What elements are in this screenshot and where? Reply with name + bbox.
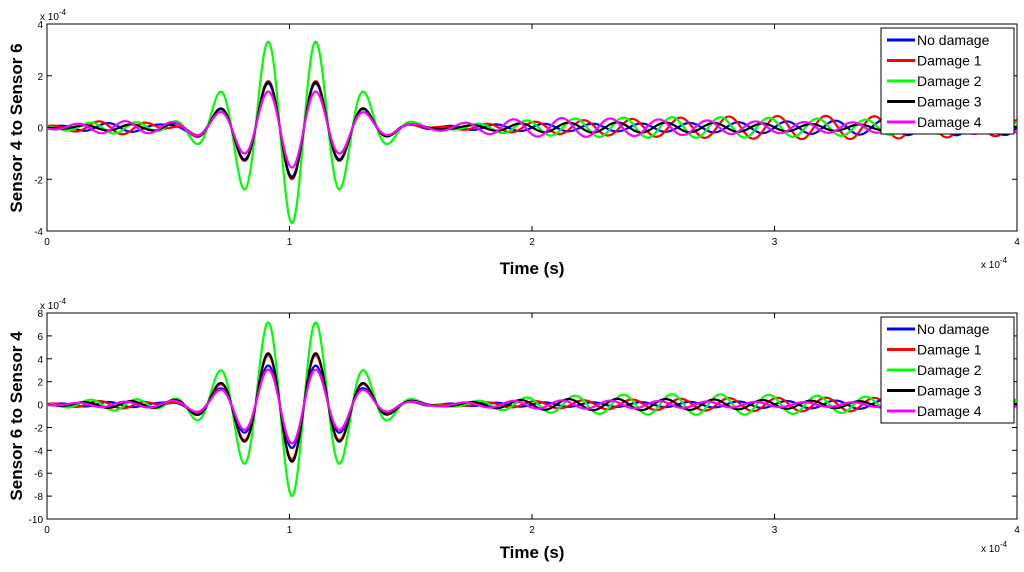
- y-tick-label: 6: [37, 332, 43, 343]
- y-multiplier-exponent: -4: [59, 8, 67, 17]
- y-tick-label: 2: [37, 72, 43, 83]
- legend-entry-label: Damage 1: [917, 53, 982, 69]
- x-multiplier-base: x 10: [981, 544, 1000, 555]
- legend-entry-label: Damage 2: [917, 362, 982, 378]
- x-tick-label: 4: [1014, 525, 1020, 536]
- x-tick-label: 0: [44, 525, 50, 536]
- y-tick-label: 0: [37, 124, 43, 135]
- y-tick-label: 4: [37, 355, 43, 366]
- legend-entry-label: No damage: [917, 321, 990, 337]
- y-multiplier-base: x 10: [40, 301, 59, 312]
- y-tick-label: -6: [34, 469, 43, 480]
- x-tick-label: 2: [529, 237, 535, 248]
- legend: No damage Damage 1 Damage 2 Damage 3 Damage …: [880, 316, 1015, 424]
- y-multiplier-exponent: -4: [59, 297, 67, 306]
- x-multiplier-exponent: -4: [1000, 256, 1008, 265]
- legend-entry-label: No damage: [917, 32, 990, 48]
- x-tick-label: 3: [772, 237, 778, 248]
- x-axis-label: Time (s): [500, 259, 565, 278]
- y-axis-label: Sensor 6 to Sensor 4: [7, 331, 26, 501]
- y-tick-label: 4: [37, 20, 43, 31]
- x-tick-label: 1: [287, 525, 293, 536]
- y-tick-label: 8: [37, 309, 43, 320]
- series-line-damage-4: [47, 368, 1017, 445]
- x-multiplier: x 10-4: [981, 256, 1008, 271]
- legend: No damage Damage 1 Damage 2 Damage 3 Damage …: [880, 27, 1015, 135]
- y-tick-label: -10: [29, 515, 44, 526]
- x-tick-label: 0: [44, 237, 50, 248]
- y-tick-label: -8: [34, 492, 43, 503]
- x-multiplier-base: x 10: [981, 260, 1000, 271]
- y-axis-label: Sensor 4 to Sensor 6: [7, 43, 26, 212]
- y-tick-label: 0: [37, 401, 43, 412]
- x-tick-label: 1: [287, 237, 293, 248]
- y-multiplier: x 10-4: [40, 8, 67, 23]
- legend-entry-label: Damage 3: [917, 383, 982, 399]
- legend-entry-label: Damage 4: [917, 403, 982, 419]
- series-group: [47, 40, 1017, 225]
- y-tick-label: -2: [34, 175, 43, 186]
- x-multiplier: x 10-4: [981, 540, 1008, 555]
- x-tick-label: 2: [529, 525, 535, 536]
- legend-entry-label: Damage 3: [917, 94, 982, 110]
- legend-entry-label: Damage 1: [917, 342, 982, 358]
- x-multiplier-exponent: -4: [1000, 540, 1008, 549]
- x-tick-label: 3: [772, 525, 778, 536]
- y-multiplier-base: x 10: [40, 12, 59, 23]
- legend-entry-label: Damage 2: [917, 73, 982, 89]
- axes-frame: [46, 312, 1018, 520]
- y-multiplier: x 10-4: [40, 297, 67, 312]
- y-tick-label: -4: [34, 446, 43, 457]
- y-tick-label: 2: [37, 378, 43, 389]
- series-group: [47, 321, 1017, 498]
- legend-entry-label: Damage 4: [917, 114, 982, 130]
- y-tick-label: -2: [34, 423, 43, 434]
- x-axis-label: Time (s): [500, 543, 565, 562]
- y-tick-label: -4: [34, 227, 43, 238]
- x-tick-label: 4: [1014, 237, 1020, 248]
- series-line-damage-4: [47, 90, 1017, 169]
